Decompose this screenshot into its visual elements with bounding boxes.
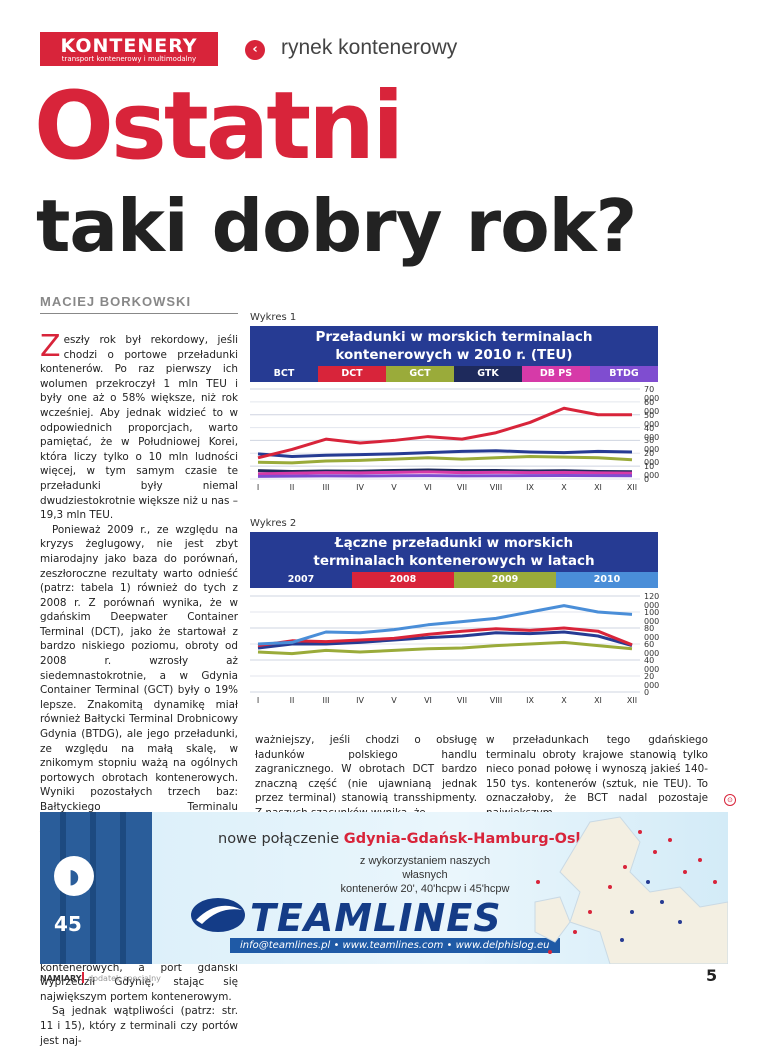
- y-tick-label: 100 000: [644, 608, 660, 626]
- x-tick-label: VII: [456, 696, 468, 705]
- x-tick-label: VIII: [489, 696, 503, 705]
- x-tick-label: VII: [456, 483, 468, 492]
- y-tick-label: 60 000: [644, 397, 660, 416]
- magazine-logo-subtitle: transport kontenerowy i multimodalny: [61, 55, 197, 63]
- chart-1-legend: BCT DCT GCT GTK DB PS BTDG: [250, 366, 658, 382]
- legend-item: GCT: [386, 366, 454, 382]
- headline-line-1: Ostatni: [34, 72, 404, 181]
- chart-1-label: Wykres 1: [250, 312, 297, 323]
- container-photo: ◗ 45: [40, 812, 152, 964]
- chart-2-label: Wykres 2: [250, 518, 297, 529]
- y-tick-label: 30 000: [644, 436, 660, 455]
- y-tick-label: 20 000: [644, 449, 660, 468]
- legend-item: BTDG: [590, 366, 658, 382]
- x-tick-label: III: [322, 483, 330, 492]
- chevron-left-icon[interactable]: ‹: [245, 40, 265, 60]
- x-tick-label: V: [391, 483, 397, 492]
- y-tick-label: 10 000: [644, 462, 660, 481]
- x-tick-label: XI: [594, 483, 602, 492]
- article-end-icon: ⊙: [724, 794, 736, 806]
- x-tick-label: IX: [526, 696, 534, 705]
- x-tick-label: XI: [594, 696, 602, 705]
- chart-2-title: Łączne przeładunki w morskich terminalac…: [250, 532, 658, 587]
- series-line: [257, 470, 633, 476]
- page-number: 5: [706, 966, 718, 985]
- series-line: [257, 449, 633, 458]
- footer-separator: [82, 972, 84, 983]
- x-tick-label: IV: [356, 483, 364, 492]
- author-divider: [40, 313, 238, 314]
- x-tick-label: X: [561, 483, 567, 492]
- section-label: rynek kontenerowy: [281, 36, 458, 59]
- chart-1-plot: 70 000 60 000 50 000 40 000 30 000 20 000 10 0…: [250, 383, 660, 493]
- article-column-3: w przeładunkach tego gdańskiego terminal…: [486, 734, 708, 819]
- x-tick-label: VIII: [489, 483, 503, 492]
- chart-2-legend: 2007 2008 2009 2010: [250, 572, 658, 588]
- ad-contact[interactable]: info@teamlines.pl • www.teamlines.com • …: [230, 938, 560, 953]
- author-name: MACIEJ BORKOWSKI: [40, 294, 192, 309]
- legend-item: DB PS: [522, 366, 590, 382]
- series-line: [257, 630, 633, 650]
- series-line: [257, 474, 633, 478]
- series-line: [257, 626, 633, 648]
- advertisement-banner[interactable]: ◗ 45 nowe połączenie Gdynia-Gdańsk-Hambu…: [40, 812, 728, 964]
- footer-brand: NAMIARY: [40, 974, 82, 983]
- article-paragraph: Są jednak wątpliwości (patrz: str. 11 i …: [40, 1005, 238, 1047]
- legend-item: 2007: [250, 572, 352, 588]
- chart-svg: [250, 388, 640, 480]
- x-tick-label: III: [322, 696, 330, 705]
- legend-item: DCT: [318, 366, 386, 382]
- ad-route: Gdynia-Gdańsk-Hamburg-Oslo: [343, 831, 591, 847]
- magazine-logo-name: KONTENERY: [60, 35, 198, 57]
- x-tick-label: VI: [424, 483, 432, 492]
- article-column-2: ważniejszy, jeśli chodzi o obsługę ładun…: [255, 734, 477, 819]
- ad-headline: nowe połączenie Gdynia-Gdańsk-Hamburg-Os…: [218, 831, 591, 847]
- ad-subtitle: z wykorzystaniem naszych własnych konten…: [340, 855, 510, 895]
- y-tick-label: 40 000: [644, 423, 660, 442]
- headline-line-2: taki dobry rok?: [36, 184, 637, 268]
- chart-1-title-text: Przeładunki w morskich terminalach konte…: [315, 329, 593, 363]
- y-tick-label: 60 000: [644, 640, 660, 658]
- x-tick-label: XII: [626, 483, 638, 492]
- legend-item: 2010: [556, 572, 658, 588]
- series-line: [257, 604, 633, 646]
- x-tick-label: X: [561, 696, 567, 705]
- legend-item: BCT: [250, 366, 318, 382]
- drop-cap: Z: [40, 329, 61, 364]
- legend-item: GTK: [454, 366, 522, 382]
- x-tick-label: IX: [526, 483, 534, 492]
- chart-2-plot: 120 000 100 000 80 000 60 000 40 000 20 000 0 I…: [250, 590, 660, 706]
- legend-item: 2008: [352, 572, 454, 588]
- y-tick-label: 40 000: [644, 656, 660, 674]
- y-tick-label: 120 000: [644, 592, 660, 610]
- series-line: [257, 640, 633, 656]
- magazine-logo: KONTENERY transport kontenerowy i multim…: [40, 32, 218, 66]
- route-map-icon: [534, 816, 728, 964]
- y-tick-label: 70 000: [644, 385, 660, 403]
- x-tick-label: V: [391, 696, 397, 705]
- y-tick-label: 50 000: [644, 410, 660, 429]
- x-tick-label: I: [256, 696, 260, 705]
- container-code: 45: [54, 912, 82, 936]
- teamlines-logo-icon: [191, 898, 245, 932]
- series-line: [257, 406, 632, 460]
- legend-item: 2009: [454, 572, 556, 588]
- x-tick-label: I: [256, 483, 260, 492]
- footer-subtitle: dodatek specjalny: [88, 974, 161, 983]
- series-line: [257, 455, 633, 465]
- x-tick-label: II: [289, 696, 295, 705]
- teamlines-logo: TEAMLINES: [250, 896, 502, 940]
- y-tick-label: 20 000: [644, 672, 660, 690]
- chart-svg: [250, 595, 640, 693]
- y-tick-label: 80 000: [644, 624, 660, 642]
- x-tick-label: II: [289, 483, 295, 492]
- x-tick-label: IV: [356, 696, 364, 705]
- x-tick-label: VI: [424, 696, 432, 705]
- y-tick-label: 0: [644, 475, 650, 484]
- dolphin-icon: ◗: [54, 856, 94, 896]
- x-tick-label: XII: [626, 696, 638, 705]
- chart-1-title: Przeładunki w morskich terminalach konte…: [250, 326, 658, 366]
- y-tick-label: 0: [644, 688, 650, 697]
